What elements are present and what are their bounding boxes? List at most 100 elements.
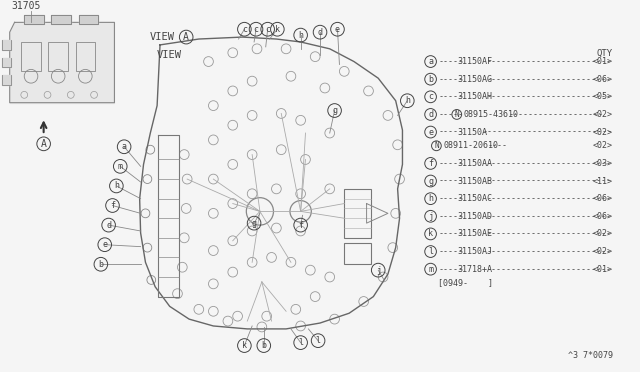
Bar <box>51 15 71 24</box>
Text: f: f <box>298 221 303 230</box>
Text: 08915-43610: 08915-43610 <box>463 110 518 119</box>
Text: -------------------------: ------------------------- <box>486 194 611 203</box>
Text: -----: ----- <box>438 177 463 186</box>
Text: -----: ----- <box>438 92 463 101</box>
Text: 31150AC: 31150AC <box>458 194 493 203</box>
Text: <01>: <01> <box>593 264 613 274</box>
Text: e: e <box>428 128 433 137</box>
Text: m: m <box>118 162 123 171</box>
Text: ^3 7*0079: ^3 7*0079 <box>568 351 613 360</box>
Text: g: g <box>252 219 257 228</box>
Bar <box>79 15 98 24</box>
Text: -------------------------: ------------------------- <box>486 92 611 101</box>
Text: -------------------------: ------------------------- <box>486 57 611 66</box>
Text: c: c <box>242 25 247 34</box>
Text: h: h <box>298 31 303 39</box>
Text: h: h <box>428 194 433 203</box>
Text: 31150AH: 31150AH <box>458 92 493 101</box>
Text: <02>: <02> <box>593 110 613 119</box>
Text: N: N <box>454 110 459 119</box>
Text: -------------------------: ------------------------- <box>486 230 611 238</box>
Text: g: g <box>428 177 433 186</box>
Text: d: d <box>317 28 323 37</box>
Text: N: N <box>434 141 439 150</box>
Text: 31150AD: 31150AD <box>458 212 493 221</box>
Text: m: m <box>428 264 433 274</box>
Text: 31718+A: 31718+A <box>458 264 493 274</box>
Text: <02>: <02> <box>593 141 613 150</box>
Bar <box>21 42 41 71</box>
Text: -------------------------: ------------------------- <box>486 75 611 84</box>
Text: <06>: <06> <box>593 194 613 203</box>
Text: -------------------------: ------------------------- <box>486 177 611 186</box>
Text: e: e <box>335 25 340 34</box>
Text: <02>: <02> <box>593 128 613 137</box>
Text: l: l <box>428 247 433 256</box>
Text: b: b <box>261 341 266 350</box>
Text: -----: ----- <box>438 75 463 84</box>
Text: -----: ----- <box>438 159 463 168</box>
Text: k: k <box>242 341 247 350</box>
Text: A: A <box>41 139 47 149</box>
Text: e: e <box>102 240 108 249</box>
Text: -----: ----- <box>438 128 463 137</box>
Text: b: b <box>428 75 433 84</box>
Bar <box>2 40 11 50</box>
Text: -------------------------: ------------------------- <box>486 264 611 274</box>
Polygon shape <box>10 22 115 103</box>
Text: 31150AG: 31150AG <box>458 75 493 84</box>
Text: -----: ----- <box>438 264 463 274</box>
Text: a: a <box>122 142 127 151</box>
Text: 31150AB: 31150AB <box>458 177 493 186</box>
Text: 31150AF: 31150AF <box>458 57 493 66</box>
Text: -----: ----- <box>438 57 463 66</box>
Bar <box>76 42 95 71</box>
Text: h: h <box>114 182 119 190</box>
Text: l: l <box>298 338 303 347</box>
Text: h: h <box>405 96 410 105</box>
Text: 31150A: 31150A <box>458 128 488 137</box>
Text: <06>: <06> <box>593 212 613 221</box>
Bar <box>2 75 11 85</box>
Text: c: c <box>253 25 259 34</box>
Text: <05>: <05> <box>593 92 613 101</box>
Bar <box>2 58 11 67</box>
Bar <box>344 243 371 264</box>
Text: --------------------------: -------------------------- <box>482 128 612 137</box>
Text: f: f <box>428 159 433 168</box>
Text: b: b <box>99 260 103 269</box>
Text: <02>: <02> <box>593 247 613 256</box>
Text: -------------------------: ------------------------- <box>486 247 611 256</box>
Text: ----: ---- <box>488 141 508 150</box>
Text: -----: ----- <box>438 110 463 119</box>
Text: c: c <box>428 92 433 101</box>
Text: c: c <box>265 25 270 34</box>
Bar <box>24 15 44 24</box>
Bar <box>49 42 68 71</box>
Text: <03>: <03> <box>593 159 613 168</box>
Text: 31705: 31705 <box>12 1 41 11</box>
Text: k: k <box>275 25 280 34</box>
Text: A: A <box>183 32 189 42</box>
Text: -----: ----- <box>438 194 463 203</box>
Text: VIEW: VIEW <box>149 32 174 42</box>
Text: k: k <box>428 230 433 238</box>
Text: d: d <box>106 221 111 230</box>
Text: -----: ----- <box>438 230 463 238</box>
Text: <01>: <01> <box>593 57 613 66</box>
Text: -------------------------: ------------------------- <box>486 159 611 168</box>
Bar <box>344 189 371 238</box>
Text: QTY: QTY <box>596 49 613 58</box>
Text: l: l <box>316 336 321 345</box>
Text: -------------------------: ------------------------- <box>486 212 611 221</box>
Text: <06>: <06> <box>593 75 613 84</box>
Text: [0949-    ]: [0949- ] <box>438 278 493 288</box>
Text: a: a <box>428 57 433 66</box>
Text: d: d <box>428 110 433 119</box>
Text: -------------------: ------------------- <box>508 110 604 119</box>
Text: -----: ----- <box>438 212 463 221</box>
Text: g: g <box>332 106 337 115</box>
Text: j: j <box>376 266 381 275</box>
Text: <11>: <11> <box>593 177 613 186</box>
Text: VIEW: VIEW <box>157 50 182 60</box>
